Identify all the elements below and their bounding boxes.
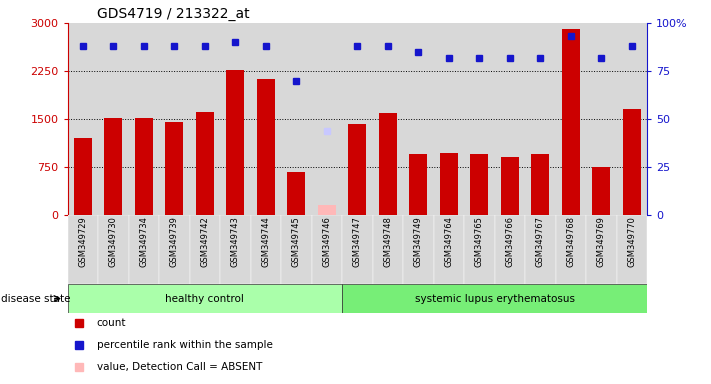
Bar	[196, 112, 214, 215]
Text: GSM349769: GSM349769	[597, 217, 606, 267]
Text: GDS4719 / 213322_at: GDS4719 / 213322_at	[97, 7, 249, 21]
Bar	[68, 284, 342, 313]
Bar	[220, 23, 250, 215]
Text: GSM349749: GSM349749	[414, 217, 423, 267]
Text: GSM349729: GSM349729	[78, 217, 87, 267]
Bar	[373, 215, 403, 284]
Bar	[531, 154, 550, 215]
Text: GSM349768: GSM349768	[566, 217, 575, 267]
Bar	[104, 118, 122, 215]
Bar	[159, 215, 190, 284]
Bar	[250, 215, 281, 284]
Bar	[281, 23, 311, 215]
Bar	[464, 23, 495, 215]
Bar	[159, 23, 190, 215]
Bar	[165, 122, 183, 215]
Bar	[318, 205, 336, 215]
Bar	[495, 215, 525, 284]
Bar	[342, 215, 373, 284]
Bar	[434, 23, 464, 215]
Bar	[409, 154, 427, 215]
Bar	[98, 215, 129, 284]
Bar	[586, 23, 616, 215]
Bar	[555, 215, 586, 284]
Bar	[257, 79, 275, 215]
Text: GSM349730: GSM349730	[109, 217, 118, 267]
Bar	[379, 113, 397, 215]
Text: GSM349765: GSM349765	[475, 217, 483, 267]
Bar	[311, 215, 342, 284]
Bar	[220, 215, 250, 284]
Text: GSM349747: GSM349747	[353, 217, 362, 267]
Text: GSM349742: GSM349742	[201, 217, 209, 267]
Bar	[373, 23, 403, 215]
Bar	[226, 70, 245, 215]
Bar	[525, 23, 555, 215]
Bar	[287, 172, 306, 215]
Bar	[495, 23, 525, 215]
Bar	[68, 23, 98, 215]
Bar	[342, 23, 373, 215]
Bar	[250, 23, 281, 215]
Bar	[74, 138, 92, 215]
Text: healthy control: healthy control	[166, 293, 244, 304]
Text: GSM349743: GSM349743	[231, 217, 240, 267]
Bar	[190, 215, 220, 284]
Text: GSM349746: GSM349746	[322, 217, 331, 267]
Text: GSM349770: GSM349770	[627, 217, 636, 267]
Text: GSM349739: GSM349739	[170, 217, 178, 267]
Bar	[403, 215, 434, 284]
Bar	[403, 23, 434, 215]
Bar	[555, 23, 586, 215]
Bar	[190, 23, 220, 215]
Bar	[525, 215, 555, 284]
Bar	[592, 167, 611, 215]
Text: GSM349744: GSM349744	[261, 217, 270, 267]
Text: disease state: disease state	[1, 293, 70, 304]
Text: GSM349734: GSM349734	[139, 217, 149, 267]
Text: count: count	[97, 318, 126, 328]
Bar	[616, 23, 647, 215]
Text: percentile rank within the sample: percentile rank within the sample	[97, 340, 272, 350]
Bar	[68, 215, 98, 284]
Bar	[342, 284, 647, 313]
Text: systemic lupus erythematosus: systemic lupus erythematosus	[415, 293, 574, 304]
Bar	[129, 215, 159, 284]
Bar	[439, 153, 458, 215]
Bar	[470, 154, 488, 215]
Bar	[134, 118, 153, 215]
Bar	[464, 215, 495, 284]
Text: GSM349764: GSM349764	[444, 217, 454, 267]
Bar	[586, 215, 616, 284]
Bar	[281, 215, 311, 284]
Text: GSM349766: GSM349766	[506, 217, 514, 267]
Bar	[501, 157, 519, 215]
Text: GSM349748: GSM349748	[383, 217, 392, 267]
Bar	[623, 109, 641, 215]
Bar	[348, 124, 366, 215]
Bar	[311, 23, 342, 215]
Bar	[98, 23, 129, 215]
Bar	[129, 23, 159, 215]
Bar	[562, 30, 580, 215]
Text: GSM349767: GSM349767	[536, 217, 545, 267]
Text: GSM349745: GSM349745	[292, 217, 301, 267]
Bar	[434, 215, 464, 284]
Bar	[616, 215, 647, 284]
Text: value, Detection Call = ABSENT: value, Detection Call = ABSENT	[97, 362, 262, 372]
